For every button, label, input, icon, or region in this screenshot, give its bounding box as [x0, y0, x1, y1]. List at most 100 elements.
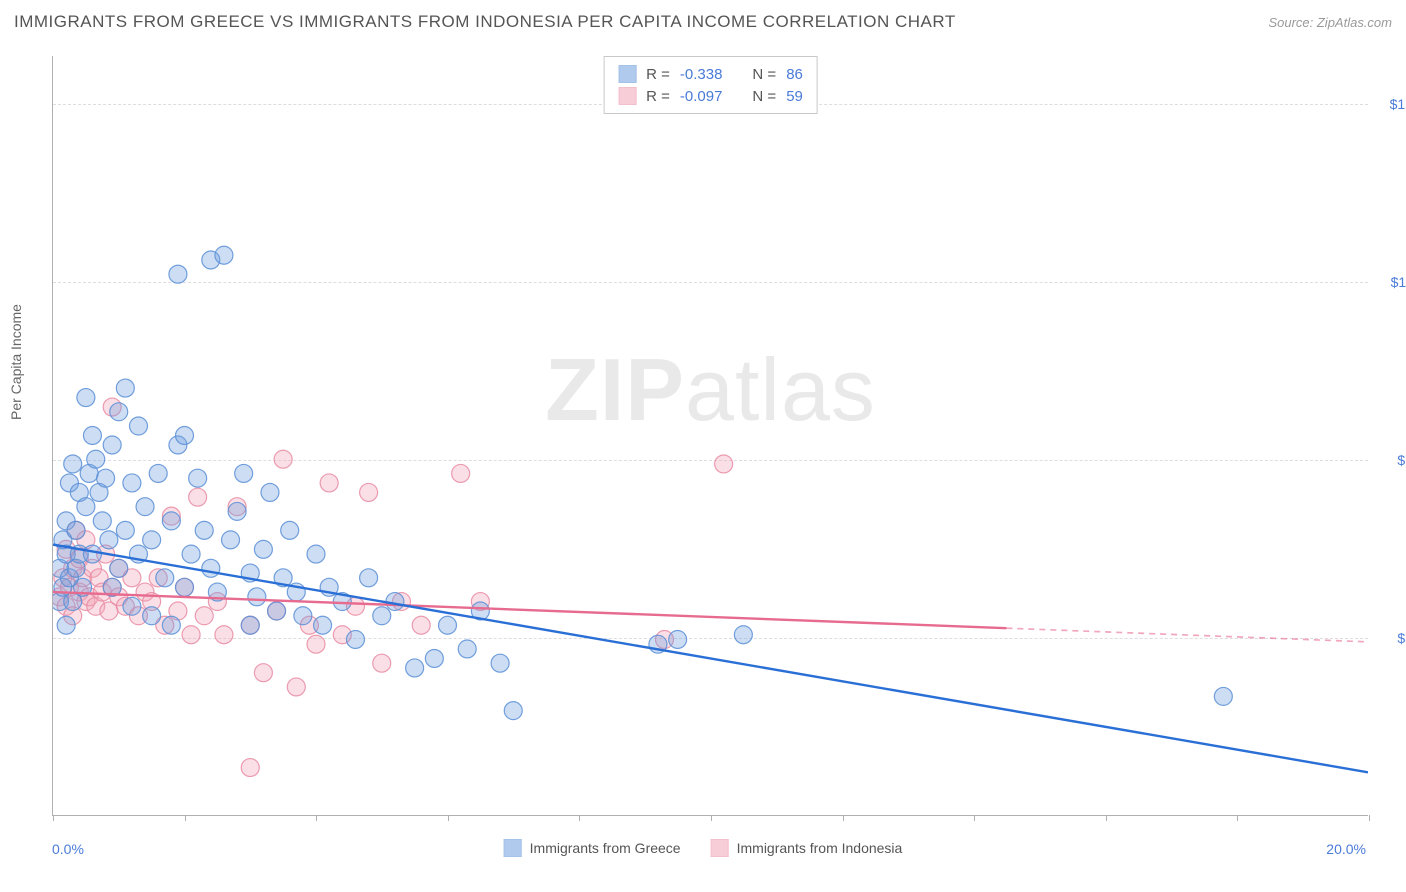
legend-item: Immigrants from Greece: [504, 839, 681, 857]
scatter-point-greece: [103, 436, 121, 454]
scatter-point-greece: [241, 616, 259, 634]
x-axis-max-label: 20.0%: [1326, 841, 1366, 857]
r-label: R =: [646, 66, 670, 83]
scatter-point-greece: [425, 649, 443, 667]
scatter-point-greece: [307, 545, 325, 563]
scatter-point-greece: [149, 464, 167, 482]
scatter-point-greece: [228, 502, 246, 520]
x-tick: [448, 815, 449, 821]
x-tick: [711, 815, 712, 821]
scatter-point-greece: [458, 640, 476, 658]
series-legend: Immigrants from Greece Immigrants from In…: [504, 839, 903, 857]
y-tick-label: $150,000: [1376, 96, 1406, 112]
x-axis-min-label: 0.0%: [52, 841, 84, 857]
scatter-point-indonesia: [373, 654, 391, 672]
trend-line-greece: [53, 545, 1368, 773]
scatter-point-greece: [100, 531, 118, 549]
header: IMMIGRANTS FROM GREECE VS IMMIGRANTS FRO…: [14, 12, 1392, 32]
chart-plot-area: ZIPatlas $37,500$75,000$112,500$150,000 …: [52, 56, 1368, 816]
scatter-point-greece: [248, 588, 266, 606]
n-value: 59: [786, 88, 803, 105]
scatter-point-greece: [67, 521, 85, 539]
scatter-point-greece: [143, 607, 161, 625]
scatter-point-greece: [77, 498, 95, 516]
scatter-point-greece: [176, 427, 194, 445]
x-tick: [185, 815, 186, 821]
scatter-point-greece: [1214, 687, 1232, 705]
scatter-point-greece: [162, 616, 180, 634]
chart-title: IMMIGRANTS FROM GREECE VS IMMIGRANTS FRO…: [14, 12, 956, 32]
scatter-point-greece: [123, 474, 141, 492]
scatter-point-greece: [281, 521, 299, 539]
scatter-point-indonesia: [182, 626, 200, 644]
scatter-point-greece: [83, 545, 101, 563]
source-name: ZipAtlas.com: [1317, 15, 1392, 30]
scatter-point-greece: [123, 597, 141, 615]
r-value: -0.097: [680, 88, 723, 105]
scatter-point-greece: [346, 630, 364, 648]
scatter-point-greece: [669, 630, 687, 648]
x-tick: [1106, 815, 1107, 821]
source-attribution: Source: ZipAtlas.com: [1268, 15, 1392, 30]
y-tick-label: $75,000: [1376, 452, 1406, 468]
legend-item: Immigrants from Indonesia: [711, 839, 903, 857]
legend-swatch: [618, 65, 636, 83]
scatter-point-greece: [406, 659, 424, 677]
scatter-point-greece: [215, 246, 233, 264]
scatter-point-greece: [268, 602, 286, 620]
scatter-point-indonesia: [412, 616, 430, 634]
legend-label: Immigrants from Greece: [530, 840, 681, 856]
scatter-point-greece: [734, 626, 752, 644]
scatter-point-indonesia: [189, 488, 207, 506]
scatter-point-greece: [64, 455, 82, 473]
x-tick: [1237, 815, 1238, 821]
trend-line-dashed-indonesia: [1006, 628, 1368, 642]
scatter-point-greece: [129, 417, 147, 435]
scatter-point-greece: [143, 531, 161, 549]
x-tick: [843, 815, 844, 821]
n-label: N =: [752, 88, 776, 105]
scatter-point-greece: [116, 379, 134, 397]
scatter-point-greece: [83, 427, 101, 445]
trend-line-indonesia: [53, 592, 1006, 628]
scatter-point-greece: [491, 654, 509, 672]
x-tick: [579, 815, 580, 821]
scatter-point-indonesia: [715, 455, 733, 473]
correlation-legend-row: R =-0.338N =86: [618, 63, 803, 85]
x-tick: [974, 815, 975, 821]
scatter-point-indonesia: [241, 759, 259, 777]
correlation-legend: R = -0.338 N = 86 R = -0.097 N = 59: [603, 56, 818, 114]
x-tick: [316, 815, 317, 821]
scatter-point-greece: [373, 607, 391, 625]
scatter-point-greece: [176, 578, 194, 596]
scatter-point-indonesia: [215, 626, 233, 644]
scatter-point-greece: [162, 512, 180, 530]
scatter-point-greece: [156, 569, 174, 587]
scatter-point-greece: [87, 450, 105, 468]
correlation-legend-row: R = -0.097 N = 59: [618, 85, 803, 107]
y-tick-label: $112,500: [1376, 274, 1406, 290]
scatter-point-greece: [77, 389, 95, 407]
legend-swatch: [504, 839, 522, 857]
scatter-point-greece: [189, 469, 207, 487]
y-tick-label: $37,500: [1376, 630, 1406, 646]
x-tick: [53, 815, 54, 821]
scatter-point-indonesia: [254, 664, 272, 682]
scatter-point-greece: [182, 545, 200, 563]
n-value: 86: [786, 66, 803, 83]
scatter-point-greece: [202, 559, 220, 577]
scatter-point-indonesia: [195, 607, 213, 625]
r-value: -0.338: [680, 66, 723, 83]
scatter-point-indonesia: [307, 635, 325, 653]
r-label: R =: [646, 88, 670, 105]
scatter-point-greece: [93, 512, 111, 530]
scatter-point-indonesia: [320, 474, 338, 492]
scatter-point-greece: [254, 540, 272, 558]
scatter-point-greece: [294, 607, 312, 625]
scatter-point-greece: [504, 702, 522, 720]
scatter-point-greece: [439, 616, 457, 634]
source-prefix: Source:: [1268, 15, 1316, 30]
scatter-point-greece: [57, 616, 75, 634]
scatter-point-greece: [136, 498, 154, 516]
scatter-point-indonesia: [287, 678, 305, 696]
